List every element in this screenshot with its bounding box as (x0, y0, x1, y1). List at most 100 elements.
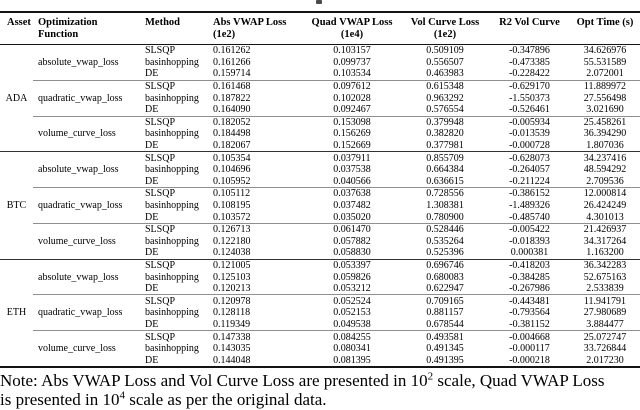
table-row: ETH absolute_vwap_loss SLSQP 0.121005 0.0533… (0, 258, 640, 368)
header-line: Opt Time (s) (576, 17, 634, 28)
quad-vwap-loss-value: 0.037538 (333, 164, 371, 176)
abs-vwap-loss-value: 0.143035 (213, 343, 251, 355)
abs-vwap-loss-value: 0.103572 (213, 211, 251, 223)
r2-vol-curve-value: -1.550373 (509, 92, 550, 104)
method-cell: DE (145, 104, 159, 116)
vol-curve-loss-value: 0.780900 (426, 211, 464, 223)
table-row: basinhopping 0.143035 0.080341 0.491345 -0.0… (0, 343, 640, 355)
header-line: Asset (7, 17, 31, 28)
table-row: basinhopping 0.108195 0.037482 1.308381 -1.4… (0, 200, 640, 212)
table-row: basinhopping 0.104696 0.037538 0.664384 -0.2… (0, 164, 640, 176)
quad-vwap-loss-value: 0.080341 (333, 343, 371, 355)
opt-time-value: 26.424249 (583, 200, 627, 212)
abs-vwap-loss-value: 0.161262 (213, 45, 251, 57)
opt-time-value: 2.533839 (586, 283, 624, 295)
vol-curve-loss-value: 0.622947 (426, 283, 464, 295)
quad-vwap-loss-value: 0.061470 (303, 222, 401, 236)
header-line: R2 Vol Curve (499, 17, 560, 28)
quad-vwap-loss-value: 0.153098 (303, 115, 401, 129)
quad-vwap-loss-value: 0.092467 (333, 104, 371, 116)
asset-label: ETH (0, 258, 33, 368)
abs-vwap-loss-value: 0.119349 (213, 318, 251, 330)
header-line: Quad VWAP Loss (311, 17, 393, 28)
method-cell: basinhopping (145, 271, 199, 283)
r2-vol-curve-value: -0.264057 (509, 164, 550, 176)
method-cell: basinhopping (145, 56, 199, 68)
table-row: basinhopping 0.187822 0.102028 0.963292 -1.5… (0, 92, 640, 104)
optimization-function-label: quadratic_vwap_loss (33, 187, 140, 224)
r2-vol-curve-value: -0.004668 (489, 330, 570, 343)
abs-vwap-loss-value: 0.126713 (208, 222, 303, 236)
abs-vwap-loss-value: 0.121005 (208, 258, 303, 272)
opt-time-value: 36.342283 (570, 258, 640, 272)
abs-vwap-loss-value: 0.124038 (213, 247, 251, 259)
superscript: 2 (427, 370, 434, 383)
table-row: quadratic_vwap_loss SLSQP 0.105112 0.037638… (0, 187, 640, 224)
abs-vwap-loss-value: 0.108195 (213, 200, 251, 212)
vol-curve-loss-value: 0.636615 (426, 175, 464, 187)
table-row: DE 0.105952 0.040566 0.636615 -0.211224 2.709… (0, 176, 640, 188)
vol-curve-loss-value: 0.491345 (426, 343, 464, 355)
header-line: (1e2) (433, 29, 457, 40)
method-cell: DE (145, 318, 159, 330)
r2-vol-curve-value: -0.005422 (489, 222, 570, 236)
quad-vwap-loss-value: 0.052524 (303, 294, 401, 308)
method-cell: basinhopping (145, 200, 199, 212)
asset-label: ADA (5, 92, 28, 104)
r2-vol-curve-value: -0.418203 (489, 258, 570, 272)
method-cell: DE (145, 175, 159, 187)
optimization-function-label: absolute_vwap_loss (33, 151, 140, 188)
abs-vwap-loss-value: 0.128118 (213, 307, 251, 319)
quad-vwap-loss-value: 0.053397 (303, 258, 401, 272)
opt-time-value: 55.531589 (583, 56, 627, 68)
r2-vol-curve-value: -0.485740 (509, 211, 550, 223)
abs-vwap-loss-value: 0.105112 (208, 187, 303, 200)
table-row: DE 0.159714 0.103534 0.463983 -0.228422 2.072… (0, 68, 640, 80)
opt-time-value: 3.021690 (586, 104, 624, 116)
abs-vwap-loss-value: 0.120978 (208, 294, 303, 308)
r2-vol-curve-value: -0.526461 (509, 104, 550, 116)
abs-vwap-loss-value: 0.122180 (213, 235, 251, 247)
r2-vol-curve-value: -0.629170 (489, 79, 570, 93)
opt-time-value: 25.072747 (570, 330, 640, 343)
opt-time-value: 2.017230 (586, 354, 624, 366)
table-row: ADA absolute_vwap_loss SLSQP 0.161262 0.1031… (0, 45, 640, 103)
header-line: (1e4) (340, 29, 364, 40)
table-row: DE 0.119349 0.049538 0.678544 -0.381152 3.884… (0, 319, 640, 331)
header-line: Vol Curve Loss (410, 17, 480, 28)
optimization-function-label: quadratic_vwap_loss (33, 79, 140, 117)
vol-curve-loss-value: 0.680083 (426, 271, 464, 283)
r2-vol-curve-value: -0.000218 (509, 354, 550, 366)
abs-vwap-loss-value: 0.105354 (208, 151, 303, 164)
opt-time-value: 27.556498 (583, 92, 627, 104)
abs-vwap-loss-value: 0.161468 (208, 79, 303, 93)
table-row: DE 0.182067 0.152669 0.377981 -0.000728 1.807… (0, 140, 640, 152)
table-row: basinhopping 0.125103 0.059826 0.680083 -0.3… (0, 271, 640, 283)
table-row: BTC absolute_vwap_loss SLSQP 0.105354 0.0379… (0, 151, 640, 260)
opt-time-value: 21.426937 (570, 222, 640, 236)
vol-curve-loss-value: 0.855709 (401, 151, 489, 164)
results-table: Asset Optimization Function Method Abs V… (0, 11, 640, 369)
asset-label: BTC (0, 151, 33, 260)
column-header-opt-time: Opt Time (s) (570, 12, 640, 45)
quad-vwap-loss-value: 0.058830 (333, 247, 371, 259)
table-note: Note: Abs VWAP Loss and Vol Curve Loss a… (0, 371, 640, 409)
vol-curve-loss-value: 1.308381 (426, 200, 464, 212)
method-cell: DE (145, 283, 159, 295)
table-row: DE 0.120213 0.053212 0.622947 -0.267986 2.533… (0, 283, 640, 295)
column-header-r2-vol-curve: R2 Vol Curve (489, 12, 570, 45)
method-cell: basinhopping (145, 235, 199, 247)
vol-curve-loss-value: 0.881157 (426, 307, 464, 319)
quad-vwap-loss-value: 0.097612 (303, 79, 401, 93)
opt-time-value: 4.301013 (586, 211, 624, 223)
optimization-function-label: volume_curve_loss (33, 222, 140, 260)
quad-vwap-loss-value: 0.059826 (333, 271, 371, 283)
method-cell: SLSQP (140, 79, 208, 93)
header-line: (1e2) (213, 29, 236, 40)
quad-vwap-loss-value: 0.084255 (303, 330, 401, 343)
opt-time-value: 1.807036 (586, 140, 624, 152)
optimization-function-label: absolute_vwap_loss (33, 258, 140, 295)
quad-vwap-loss-value: 0.037911 (303, 151, 401, 164)
abs-vwap-loss-value: 0.144048 (213, 354, 251, 366)
vol-curve-loss-value: 0.576554 (426, 104, 464, 116)
